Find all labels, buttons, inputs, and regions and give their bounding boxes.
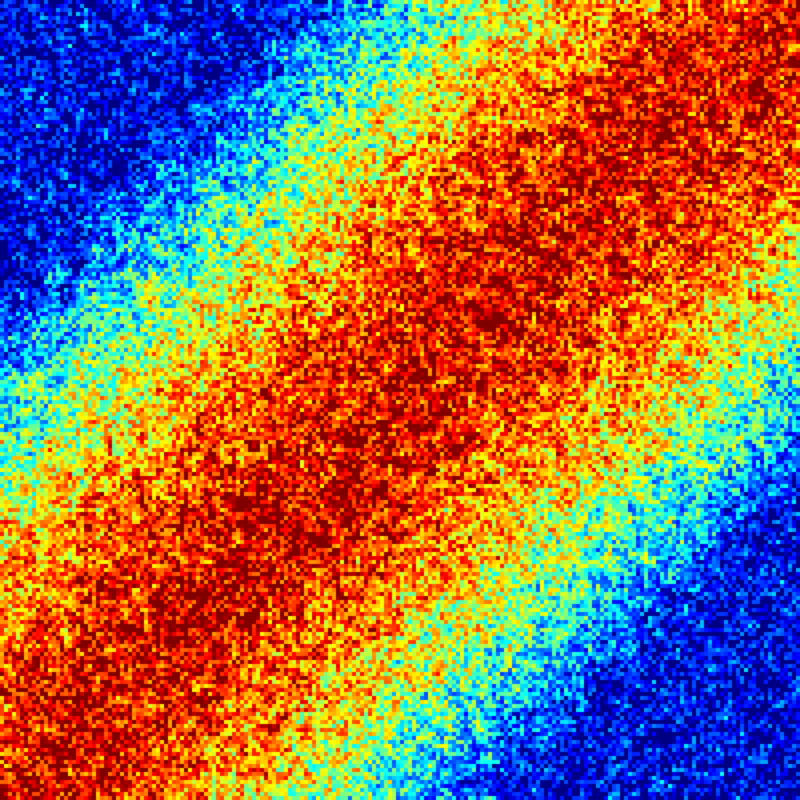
- heatmap-plot: [0, 0, 800, 800]
